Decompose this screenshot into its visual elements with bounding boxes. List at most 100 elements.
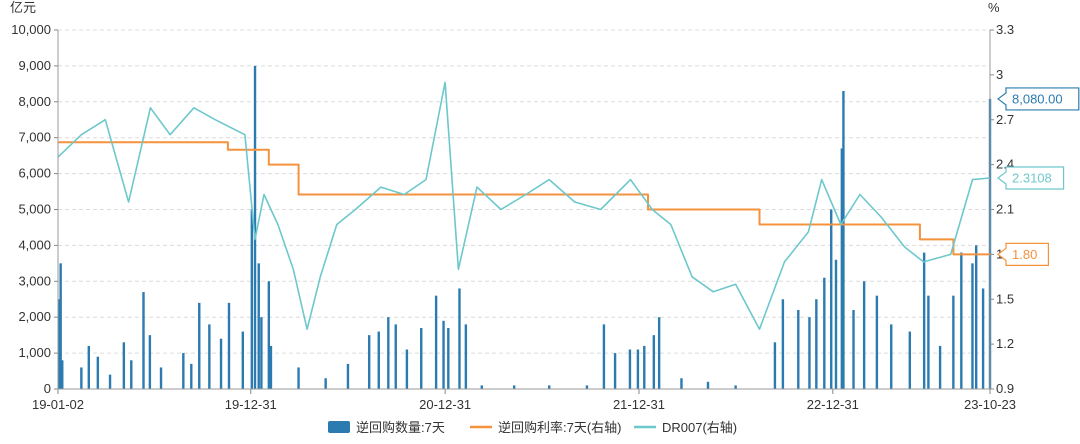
bar xyxy=(267,281,271,389)
bar xyxy=(548,385,551,389)
reverse-repo-rate-line xyxy=(58,141,990,256)
bar xyxy=(142,292,145,389)
left-axis-unit: 亿元 xyxy=(10,0,36,15)
callout-box xyxy=(997,166,1065,190)
bar xyxy=(823,277,826,389)
bar xyxy=(297,367,300,389)
legend-swatch xyxy=(328,421,350,433)
right-tick-label: 1.5 xyxy=(996,291,1014,306)
x-tick-label: 19-12-31 xyxy=(225,397,277,412)
legend: 逆回购数量:7天 逆回购利率:7天(右轴) DR007(右轴) xyxy=(328,420,737,435)
bar xyxy=(808,317,811,389)
value-callout: 1.80 xyxy=(997,242,1049,266)
legend-label: DR007(右轴) xyxy=(662,420,737,435)
bar xyxy=(241,331,245,389)
axes: 0 1,000 2,000 3,000 4,000 5,000 6,000 7,000 8,00… xyxy=(11,22,1016,412)
bar xyxy=(981,288,985,389)
bar xyxy=(159,367,163,389)
left-tick-label: 5,000 xyxy=(18,202,51,217)
bar xyxy=(227,302,231,389)
bar xyxy=(61,360,64,389)
bar xyxy=(346,363,350,389)
bar xyxy=(87,345,91,389)
bar xyxy=(628,349,632,389)
bar xyxy=(405,349,409,389)
left-tick-label: 4,000 xyxy=(18,237,51,252)
bar xyxy=(420,327,423,389)
bar xyxy=(464,324,468,389)
left-tick-label: 8,000 xyxy=(18,94,51,109)
right-tick-label: 2.1 xyxy=(996,202,1014,217)
bar xyxy=(636,349,640,389)
bar xyxy=(257,263,260,389)
bar xyxy=(890,324,893,389)
bar xyxy=(938,345,942,389)
bar xyxy=(875,295,879,389)
left-tick-label: 2,000 xyxy=(18,309,51,324)
value-callout: 8,080.00 xyxy=(997,87,1080,111)
bar xyxy=(706,381,710,389)
left-tick-label: 0 xyxy=(44,381,51,396)
bar xyxy=(773,342,777,389)
bar xyxy=(367,335,371,389)
bar xyxy=(458,288,461,389)
bar xyxy=(908,331,912,389)
x-tick-label: 20-12-31 xyxy=(419,397,471,412)
callout-label: 1.80 xyxy=(1012,247,1037,262)
bar xyxy=(842,91,845,389)
callout-box xyxy=(997,242,1049,266)
right-tick-label: 3 xyxy=(996,67,1003,82)
value-callout: 2.3108 xyxy=(997,166,1065,190)
bar xyxy=(862,281,866,389)
left-tick-label: 6,000 xyxy=(18,166,51,181)
bar xyxy=(198,302,201,389)
bar xyxy=(447,327,450,389)
right-tick-label: 1.2 xyxy=(996,336,1014,351)
right-tick-label: 0.9 xyxy=(996,381,1014,396)
bar xyxy=(182,353,185,389)
bar xyxy=(219,338,223,389)
bar xyxy=(815,299,818,389)
legend-item: DR007(右轴) xyxy=(634,420,737,435)
bar xyxy=(80,367,83,389)
legend-label: 逆回购利率:7天(右轴) xyxy=(498,420,622,435)
bar xyxy=(377,331,380,389)
bar xyxy=(480,385,483,389)
bar xyxy=(974,245,978,389)
bar xyxy=(122,342,126,389)
bar xyxy=(797,310,800,389)
bar xyxy=(830,209,833,389)
bar xyxy=(260,317,263,389)
x-tick-label: 22-12-31 xyxy=(807,397,859,412)
bar xyxy=(922,252,926,389)
callouts: 8,080.00 2.3108 1.80 xyxy=(997,87,1080,266)
bar xyxy=(971,263,974,389)
callout-label: 2.3108 xyxy=(1012,170,1052,185)
bar xyxy=(960,252,963,389)
bar xyxy=(781,299,785,389)
dr007-line xyxy=(57,81,991,330)
bar xyxy=(96,356,100,389)
bar xyxy=(130,360,133,389)
bar xyxy=(434,295,438,389)
bar xyxy=(59,263,62,389)
bar xyxy=(324,378,327,389)
bar xyxy=(657,317,661,389)
bar xyxy=(148,335,152,389)
bar xyxy=(190,363,193,389)
bar xyxy=(253,65,257,390)
bar xyxy=(387,317,390,389)
callout-label: 8,080.00 xyxy=(1012,91,1063,106)
bar xyxy=(927,295,930,389)
right-axis-unit: % xyxy=(988,0,1000,15)
bar xyxy=(57,299,61,389)
x-tick-label: 23-10-23 xyxy=(964,397,1016,412)
bar xyxy=(613,353,617,389)
lines xyxy=(57,81,991,330)
callout-box xyxy=(997,87,1080,111)
bar xyxy=(512,385,516,389)
left-tick-label: 3,000 xyxy=(18,273,51,288)
bar xyxy=(643,345,646,389)
x-tick-label: 21-12-31 xyxy=(613,397,665,412)
